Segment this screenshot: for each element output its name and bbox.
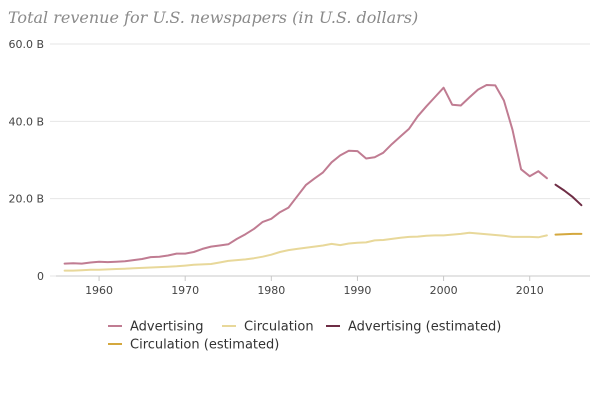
series-line-circulation — [63, 231, 548, 272]
y-tick-label-40: 40.0 B — [8, 115, 44, 128]
x-tick-label-1990: 1990 — [343, 284, 371, 297]
legend-item-circulation: Circulation — [222, 320, 314, 335]
x-tick-label-1960: 1960 — [85, 284, 113, 297]
x-tick-label-1970: 1970 — [171, 284, 199, 297]
legend-item-circulation-estimated: Circulation (estimated) — [108, 338, 279, 353]
series-lines — [63, 84, 583, 272]
x-tick-label-2000: 2000 — [430, 284, 458, 297]
x-tick-label-2010: 2010 — [516, 284, 544, 297]
x-tick-label-1980: 1980 — [257, 284, 285, 297]
y-tick-label-20: 20.0 B — [8, 193, 44, 206]
legend-item-advertising-estimated: Advertising (estimated) — [326, 320, 501, 335]
series-line-advertising-estimated — [554, 183, 583, 207]
chart-title: Total revenue for U.S. newspapers (in U.… — [8, 8, 419, 27]
legend-label-circulation-estimated: Circulation (estimated) — [130, 338, 279, 353]
gridlines — [50, 43, 590, 277]
series-line-advertising — [63, 84, 548, 265]
legend: Advertising Circulation Advertising (estim… — [108, 320, 501, 353]
axes: 0 20.0 B 40.0 B 60.0 B 1960 1970 1980 1990 2000 2… — [8, 38, 590, 297]
legend-label-circulation: Circulation — [244, 320, 314, 335]
y-tick-label-0: 0 — [37, 270, 44, 283]
legend-item-advertising: Advertising — [108, 320, 204, 335]
y-tick-label-60: 60.0 B — [8, 38, 44, 51]
legend-label-advertising: Advertising — [130, 320, 204, 335]
series-line-circulation-estimated — [554, 232, 583, 236]
legend-label-advertising-estimated: Advertising (estimated) — [348, 320, 501, 335]
